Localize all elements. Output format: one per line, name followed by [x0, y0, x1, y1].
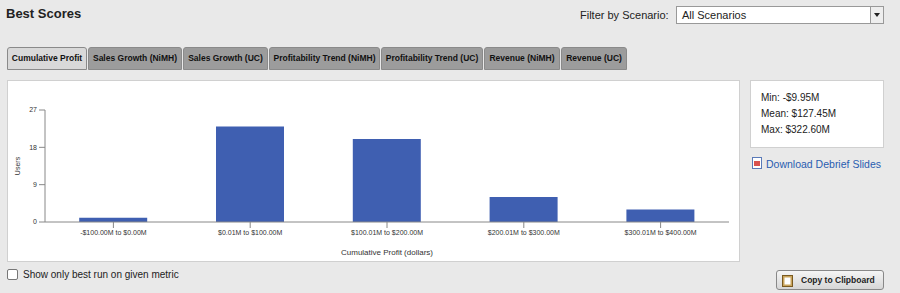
svg-text:27: 27: [29, 106, 37, 113]
html-text:Download Debrief Slides: Download Debrief Slides: [766, 157, 881, 170]
html-text:Revenue (NiMH): Revenue (NiMH): [489, 53, 555, 63]
svg-text:Cumulative Profit (dollars): Cumulative Profit (dollars): [341, 248, 433, 257]
html-text:Mean: $127.45M: Mean: $127.45M: [761, 108, 837, 119]
svg-text:$100.01M to $200.00M: $100.01M to $200.00M: [351, 229, 423, 236]
svg-text:18: 18: [29, 144, 37, 151]
html-text:Cumulative Profit: Cumulative Profit: [11, 53, 83, 63]
html-text:Best Scores: Best Scores: [6, 6, 82, 21]
svg-text:0: 0: [33, 218, 37, 225]
svg-text:$300.01M to $400.00M: $300.01M to $400.00M: [625, 229, 697, 236]
html-text:Sales Growth (UC): Sales Growth (UC): [188, 53, 263, 63]
html-text:Show only best run on given me: Show only best run on given metric: [23, 269, 179, 280]
html-text:Revenue (UC): Revenue (UC): [566, 53, 622, 63]
html-text:Profitability Trend (NiMH): Profitability Trend (NiMH): [273, 53, 376, 63]
html-text:Max: $322.60M: Max: $322.60M: [761, 124, 830, 135]
svg-text:$0.01M to $100.00M: $0.01M to $100.00M: [218, 229, 282, 236]
html-text:Copy to Clipboard: Copy to Clipboard: [801, 275, 875, 285]
html-text:Filter by Scenario:: Filter by Scenario:: [580, 9, 669, 21]
svg-text:Users: Users: [14, 156, 21, 175]
html-text:Profitability Trend (UC): Profitability Trend (UC): [385, 53, 479, 63]
svg-text:-$100.00M to $0.00M: -$100.00M to $0.00M: [80, 229, 147, 236]
html-text:Min: -$9.95M: Min: -$9.95M: [761, 92, 820, 103]
svg-text:9: 9: [33, 181, 37, 188]
html-text:Sales Growth (NiMH): Sales Growth (NiMH): [93, 53, 177, 63]
svg-text:$200.01M to $300.00M: $200.01M to $300.00M: [488, 229, 560, 236]
html-text:All Scenarios: All Scenarios: [682, 9, 747, 21]
